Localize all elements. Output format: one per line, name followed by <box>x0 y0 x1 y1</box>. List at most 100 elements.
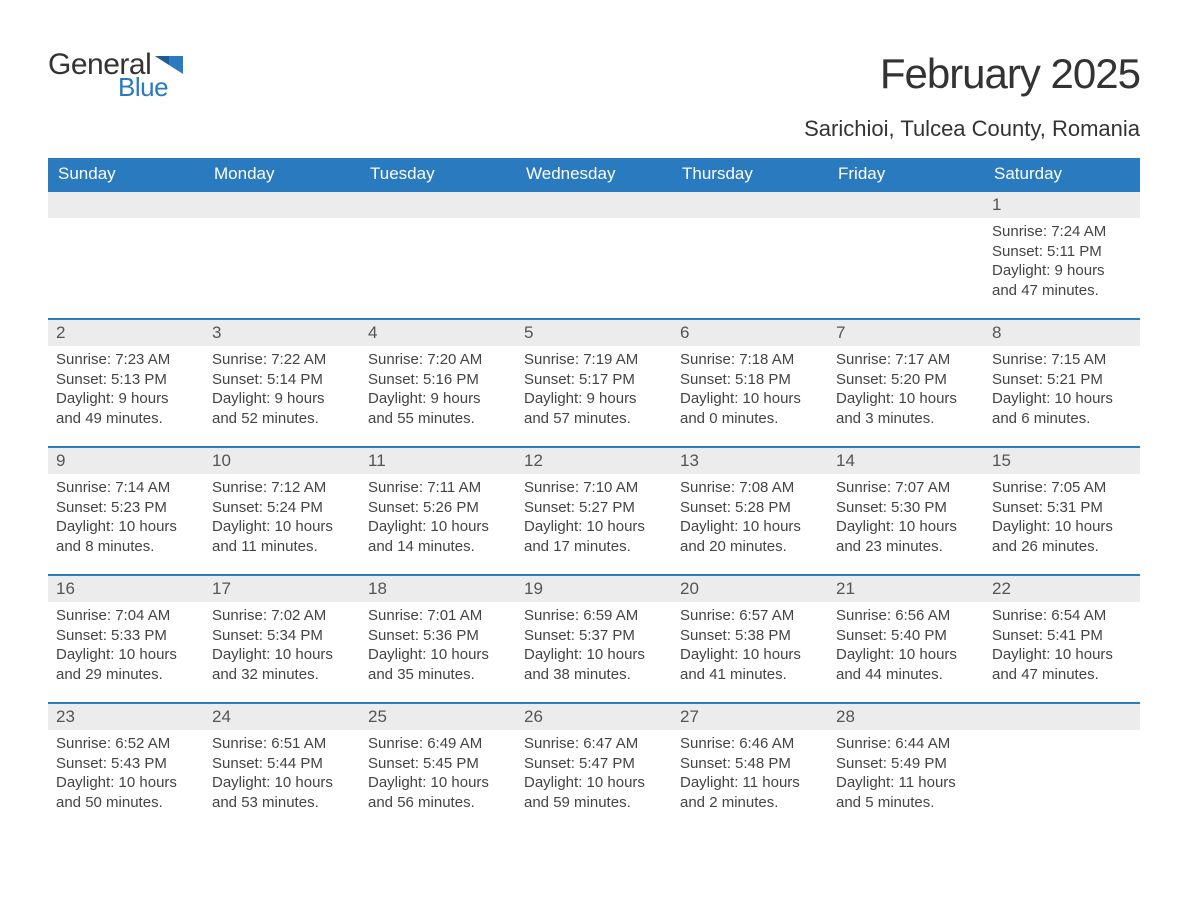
title-block: February 2025 Sarichioi, Tulcea County, … <box>804 50 1140 150</box>
sunset-line: Sunset: 5:21 PM <box>992 370 1132 390</box>
day-details: Sunrise: 7:02 AMSunset: 5:34 PMDaylight:… <box>204 602 360 690</box>
day-details: Sunrise: 6:56 AMSunset: 5:40 PMDaylight:… <box>828 602 984 690</box>
logo: General Blue <box>48 50 183 100</box>
calendar-cell: 5Sunrise: 7:19 AMSunset: 5:17 PMDaylight… <box>516 319 672 447</box>
day-number: 23 <box>48 704 204 730</box>
weekday-header: Wednesday <box>516 158 672 191</box>
sunset-line: Sunset: 5:37 PM <box>524 626 664 646</box>
sunrise-line: Sunrise: 6:57 AM <box>680 606 820 626</box>
sunrise-line: Sunrise: 6:54 AM <box>992 606 1132 626</box>
day-number <box>984 704 1140 730</box>
day-details: Sunrise: 7:07 AMSunset: 5:30 PMDaylight:… <box>828 474 984 562</box>
day-number: 18 <box>360 576 516 602</box>
sunset-line: Sunset: 5:20 PM <box>836 370 976 390</box>
day-number: 15 <box>984 448 1140 474</box>
sunset-line: Sunset: 5:47 PM <box>524 754 664 774</box>
day-number: 16 <box>48 576 204 602</box>
daylight-line: Daylight: 10 hours and 47 minutes. <box>992 645 1132 684</box>
daylight-line: Daylight: 9 hours and 47 minutes. <box>992 261 1132 300</box>
day-details: Sunrise: 7:04 AMSunset: 5:33 PMDaylight:… <box>48 602 204 690</box>
sunrise-line: Sunrise: 6:49 AM <box>368 734 508 754</box>
calendar-cell <box>828 191 984 319</box>
daylight-line: Daylight: 10 hours and 35 minutes. <box>368 645 508 684</box>
day-number <box>516 192 672 218</box>
sunset-line: Sunset: 5:45 PM <box>368 754 508 774</box>
sunset-line: Sunset: 5:33 PM <box>56 626 196 646</box>
calendar-cell: 4Sunrise: 7:20 AMSunset: 5:16 PMDaylight… <box>360 319 516 447</box>
sunset-line: Sunset: 5:24 PM <box>212 498 352 518</box>
calendar-week-row: 16Sunrise: 7:04 AMSunset: 5:33 PMDayligh… <box>48 575 1140 703</box>
calendar-cell <box>48 191 204 319</box>
calendar-cell: 10Sunrise: 7:12 AMSunset: 5:24 PMDayligh… <box>204 447 360 575</box>
daylight-line: Daylight: 10 hours and 6 minutes. <box>992 389 1132 428</box>
day-number: 12 <box>516 448 672 474</box>
day-number: 4 <box>360 320 516 346</box>
day-details: Sunrise: 6:51 AMSunset: 5:44 PMDaylight:… <box>204 730 360 818</box>
sunrise-line: Sunrise: 7:24 AM <box>992 222 1132 242</box>
calendar-cell <box>672 191 828 319</box>
sunset-line: Sunset: 5:49 PM <box>836 754 976 774</box>
daylight-line: Daylight: 9 hours and 57 minutes. <box>524 389 664 428</box>
daylight-line: Daylight: 10 hours and 41 minutes. <box>680 645 820 684</box>
sunrise-line: Sunrise: 7:22 AM <box>212 350 352 370</box>
sunrise-line: Sunrise: 7:05 AM <box>992 478 1132 498</box>
day-number: 28 <box>828 704 984 730</box>
day-number: 20 <box>672 576 828 602</box>
calendar-cell: 25Sunrise: 6:49 AMSunset: 5:45 PMDayligh… <box>360 703 516 831</box>
sunrise-line: Sunrise: 7:20 AM <box>368 350 508 370</box>
sunset-line: Sunset: 5:31 PM <box>992 498 1132 518</box>
sunrise-line: Sunrise: 7:15 AM <box>992 350 1132 370</box>
daylight-line: Daylight: 10 hours and 3 minutes. <box>836 389 976 428</box>
calendar-cell: 12Sunrise: 7:10 AMSunset: 5:27 PMDayligh… <box>516 447 672 575</box>
daylight-line: Daylight: 10 hours and 56 minutes. <box>368 773 508 812</box>
daylight-line: Daylight: 10 hours and 53 minutes. <box>212 773 352 812</box>
sunrise-line: Sunrise: 6:47 AM <box>524 734 664 754</box>
sunset-line: Sunset: 5:48 PM <box>680 754 820 774</box>
sunset-line: Sunset: 5:18 PM <box>680 370 820 390</box>
sunrise-line: Sunrise: 6:59 AM <box>524 606 664 626</box>
day-number <box>672 192 828 218</box>
daylight-line: Daylight: 10 hours and 8 minutes. <box>56 517 196 556</box>
calendar-cell: 17Sunrise: 7:02 AMSunset: 5:34 PMDayligh… <box>204 575 360 703</box>
daylight-line: Daylight: 10 hours and 59 minutes. <box>524 773 664 812</box>
weekday-header: Sunday <box>48 158 204 191</box>
day-details: Sunrise: 7:11 AMSunset: 5:26 PMDaylight:… <box>360 474 516 562</box>
daylight-line: Daylight: 10 hours and 23 minutes. <box>836 517 976 556</box>
day-details: Sunrise: 7:05 AMSunset: 5:31 PMDaylight:… <box>984 474 1140 562</box>
calendar-cell: 6Sunrise: 7:18 AMSunset: 5:18 PMDaylight… <box>672 319 828 447</box>
weekday-header: Friday <box>828 158 984 191</box>
day-details: Sunrise: 7:22 AMSunset: 5:14 PMDaylight:… <box>204 346 360 434</box>
sunrise-line: Sunrise: 7:14 AM <box>56 478 196 498</box>
sunrise-line: Sunrise: 7:23 AM <box>56 350 196 370</box>
daylight-line: Daylight: 9 hours and 55 minutes. <box>368 389 508 428</box>
day-number <box>360 192 516 218</box>
calendar-cell: 3Sunrise: 7:22 AMSunset: 5:14 PMDaylight… <box>204 319 360 447</box>
calendar-cell: 27Sunrise: 6:46 AMSunset: 5:48 PMDayligh… <box>672 703 828 831</box>
day-number: 24 <box>204 704 360 730</box>
day-details: Sunrise: 7:23 AMSunset: 5:13 PMDaylight:… <box>48 346 204 434</box>
calendar-cell: 11Sunrise: 7:11 AMSunset: 5:26 PMDayligh… <box>360 447 516 575</box>
day-details: Sunrise: 7:15 AMSunset: 5:21 PMDaylight:… <box>984 346 1140 434</box>
calendar-week-row: 23Sunrise: 6:52 AMSunset: 5:43 PMDayligh… <box>48 703 1140 831</box>
day-details: Sunrise: 7:14 AMSunset: 5:23 PMDaylight:… <box>48 474 204 562</box>
daylight-line: Daylight: 10 hours and 26 minutes. <box>992 517 1132 556</box>
sunset-line: Sunset: 5:43 PM <box>56 754 196 774</box>
sunrise-line: Sunrise: 6:44 AM <box>836 734 976 754</box>
day-number: 1 <box>984 192 1140 218</box>
day-details: Sunrise: 7:24 AMSunset: 5:11 PMDaylight:… <box>984 218 1140 306</box>
sunset-line: Sunset: 5:26 PM <box>368 498 508 518</box>
day-number: 6 <box>672 320 828 346</box>
day-number: 8 <box>984 320 1140 346</box>
sunset-line: Sunset: 5:44 PM <box>212 754 352 774</box>
day-number <box>204 192 360 218</box>
day-details: Sunrise: 6:52 AMSunset: 5:43 PMDaylight:… <box>48 730 204 818</box>
sunset-line: Sunset: 5:14 PM <box>212 370 352 390</box>
day-details: Sunrise: 7:10 AMSunset: 5:27 PMDaylight:… <box>516 474 672 562</box>
sunrise-line: Sunrise: 7:12 AM <box>212 478 352 498</box>
sunrise-line: Sunrise: 6:52 AM <box>56 734 196 754</box>
calendar-cell <box>516 191 672 319</box>
logo-text-blue: Blue <box>118 74 183 100</box>
daylight-line: Daylight: 10 hours and 29 minutes. <box>56 645 196 684</box>
calendar-week-row: 1Sunrise: 7:24 AMSunset: 5:11 PMDaylight… <box>48 191 1140 319</box>
calendar-cell: 23Sunrise: 6:52 AMSunset: 5:43 PMDayligh… <box>48 703 204 831</box>
